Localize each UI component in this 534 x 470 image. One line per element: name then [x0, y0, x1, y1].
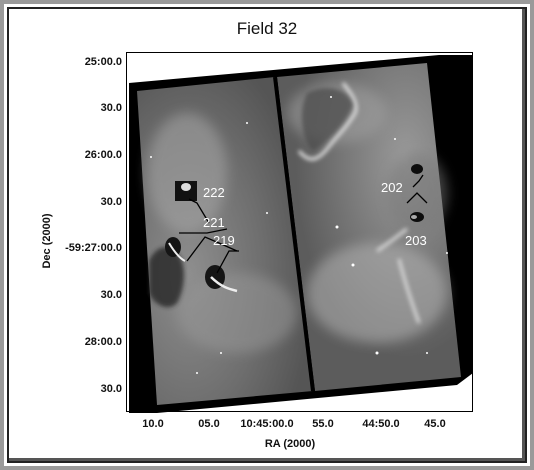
image-plot-area: 222 221 219 202 203 [126, 52, 473, 413]
x-tick-label: 10:45:00.0 [240, 418, 294, 430]
y-tick-label: 28:00.0 [84, 336, 122, 348]
y-tick-label: 25:00.0 [84, 56, 122, 68]
y-tick-label: 30.0 [100, 102, 122, 114]
dark-pillar-left [149, 247, 184, 308]
annotation-lines [179, 174, 428, 274]
stars [150, 96, 448, 374]
y-tick-label: 30.0 [100, 383, 122, 395]
globule-203 [410, 212, 424, 222]
dark-cloud-top [301, 88, 353, 151]
y-tick-label: 30.0 [100, 196, 122, 208]
sky-image: 222 221 219 202 203 [129, 55, 473, 413]
globule-202 [411, 164, 423, 174]
chip-seam [273, 76, 315, 392]
bright-ridge-top [297, 82, 358, 161]
figure-title: Field 32 [236, 19, 298, 38]
x-tick-label: 05.0 [198, 418, 220, 430]
label-222: 222 [203, 185, 225, 200]
y-tick-label: 30.0 [100, 289, 122, 301]
y-axis-title: Dec (2000) [41, 213, 53, 269]
inner-border [7, 7, 527, 463]
globule-219 [205, 265, 238, 293]
bright-ridge-lower [376, 227, 421, 324]
globule-221 [165, 237, 186, 262]
label-219: 219 [213, 233, 235, 248]
label-202: 202 [381, 180, 403, 195]
y-tick-label: 26:00.0 [84, 149, 122, 161]
x-axis-title: RA (2000) [264, 438, 316, 450]
x-tick-label: 55.0 [312, 418, 334, 430]
x-tick-label: 10.0 [142, 418, 164, 430]
label-203: 203 [405, 233, 427, 248]
x-tick-label: 44:50.0 [362, 418, 400, 430]
globule-222 [175, 181, 197, 201]
frame-shadow [9, 9, 525, 461]
x-tick-label: 45.0 [424, 418, 446, 430]
label-221: 221 [203, 215, 225, 230]
y-tick-label: -59:27:00.0 [65, 242, 122, 254]
